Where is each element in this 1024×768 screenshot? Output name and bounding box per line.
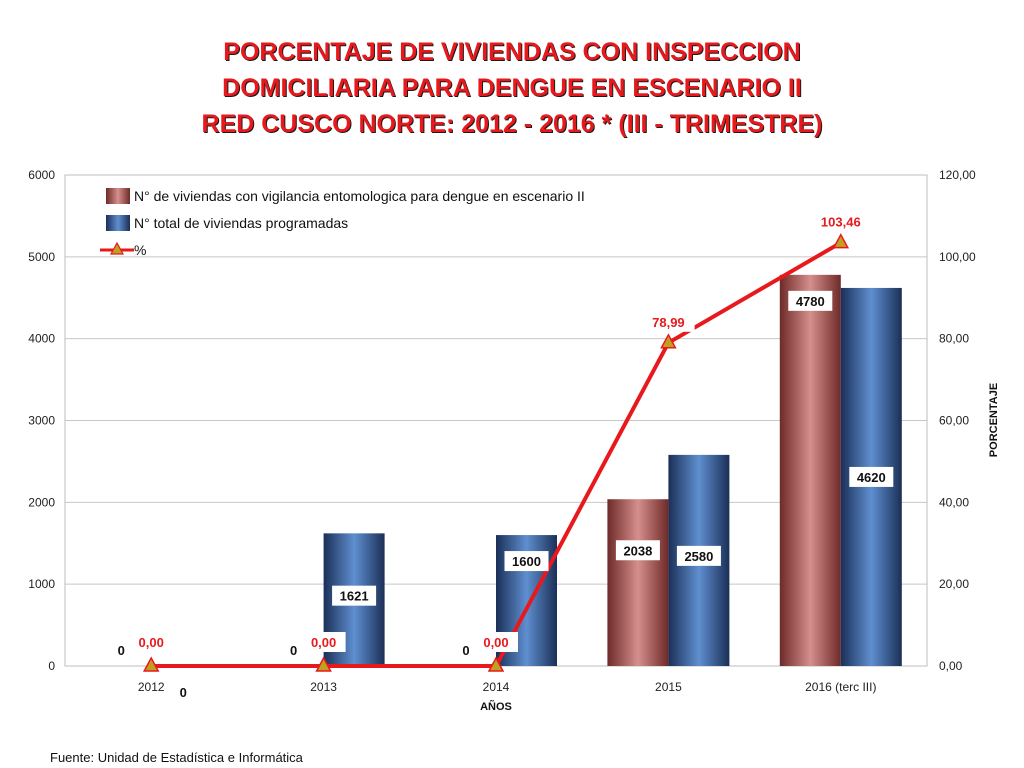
line-point-marker [660,333,677,349]
y2-tick-label: 120,00 [939,168,976,182]
data-label-box [474,632,518,652]
y-tick-label: 1000 [28,577,55,591]
legend: N° de viviendas con vigilancia entomolog… [100,188,585,258]
chart-title-line-2: DOMICILIARIA PARA DENGUE EN ESCENARIO II [222,74,802,102]
data-label: 4780 [796,294,825,309]
data-label: 78,99 [652,315,685,330]
legend-marker [109,241,125,255]
chart-title-line-3: RED CUSCO NORTE: 2012 - 2016 * (III - TR… [201,110,823,138]
x-tick-label: 2014 [483,680,510,694]
x-tick-label: 2013 [310,680,337,694]
y-tick-label: 3000 [28,414,55,428]
y2-tick-label: 100,00 [939,250,976,264]
y-axis-right: 0,00 20,00 40,00 60,00 80,00 100,00 120,00 [939,168,976,673]
chart-title-line-1: PORCENTAJE DE VIVIENDAS CON INSPECCION [223,38,801,66]
data-label-box [173,682,193,702]
data-label: 0,00 [139,635,164,650]
y-tick-label: 4000 [28,332,55,346]
data-labels: 0 0 0 1621 0 1600 2038 2580 4780 4620 0,00 0,00 0,00… [111,211,894,702]
data-label-box [332,585,377,606]
chart-title: PORCENTAJE DE VIVIENDAS CON INSPECCION D… [0,34,1024,142]
line-series [142,233,850,672]
legend-swatch [106,188,130,204]
data-label: 103,46 [821,215,861,230]
data-label-box [849,466,894,487]
x-tick-label: 2016 (terc III) [805,680,876,694]
data-label-box [456,640,476,660]
legend-entry: N° total de viviendas programadas [134,215,348,231]
data-label-box [111,640,131,660]
line-point-marker [832,233,850,249]
data-label: 0 [462,643,469,658]
y2-tick-label: 80,00 [939,332,969,346]
legend-entry: N° de viviendas con vigilancia entomolog… [134,188,585,204]
legend-swatch [106,215,130,231]
data-label-box [810,211,872,232]
y-tick-label: 2000 [28,495,55,509]
data-label-box [129,632,174,652]
data-label: 0 [290,643,297,658]
line-point-marker [315,656,332,672]
y2-tick-label: 40,00 [939,495,969,509]
x-axis: 2012 2013 2014 2015 2016 (terc III) [138,680,877,694]
line-point-marker [487,656,505,672]
data-label: 0 [118,643,125,658]
x-tick-label: 2012 [138,680,165,694]
y-tick-label: 0 [48,659,55,673]
data-label-box [642,311,695,332]
data-label: 0 [180,685,187,700]
data-label: 0,00 [311,635,336,650]
data-label: 2580 [684,549,713,564]
x-tick-label: 2015 [655,680,682,694]
data-label-box [676,545,721,566]
data-label: 2038 [623,543,652,558]
data-label: 0,00 [483,635,508,650]
data-label-box [615,540,660,561]
data-label: 1621 [340,589,369,604]
data-label-box [284,640,303,660]
source-note: Fuente: Unidad de Estadística e Informát… [50,750,303,765]
y2-axis-title: PORCENTAJE [988,383,1000,457]
y2-tick-label: 20,00 [939,577,969,591]
data-label-box [788,290,833,311]
x-axis-title: AÑOS [480,700,512,713]
bar-series [323,274,902,666]
bar-viviendas-vigilancia [779,274,841,666]
bar-viviendas-vigilancia [607,499,669,666]
data-label: 1600 [512,554,541,569]
y-axis-left: 0 1000 2000 3000 4000 5000 6000 [28,168,55,673]
data-label-box [301,632,346,652]
y-tick-label: 6000 [28,168,55,182]
y2-tick-label: 60,00 [939,414,969,428]
y2-tick-label: 0,00 [939,659,963,673]
y-tick-label: 5000 [28,250,55,264]
data-label-box [504,551,549,572]
line-point-marker [142,656,160,672]
data-label: 4620 [857,470,886,485]
legend-entry: % [134,242,146,258]
